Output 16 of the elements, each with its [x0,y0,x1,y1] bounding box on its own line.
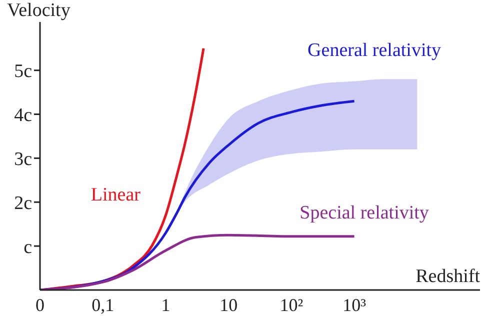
y-tick-label: 3c [14,148,32,170]
y-tick-label: 4c [14,105,32,126]
x-tick-label: 10³ [342,294,367,315]
y-axis-title: Velocity [7,0,71,21]
x-tick-label: 1 [161,294,170,315]
x-tick-label: 10 [220,294,238,315]
x-axis-title: Redshift [416,266,481,287]
x-tick-label: 0 [36,294,44,315]
text: General relativity [308,40,442,62]
x-tick-label: 10² [280,294,304,315]
y-tick-label: 5c [14,61,32,82]
y-tick-label: c [24,236,32,258]
series-label: Special relativity [300,202,430,224]
y-tick-label: 2c [14,192,32,214]
x-tick-label: 0,1 [92,294,114,315]
series-label: Linear [90,184,142,206]
